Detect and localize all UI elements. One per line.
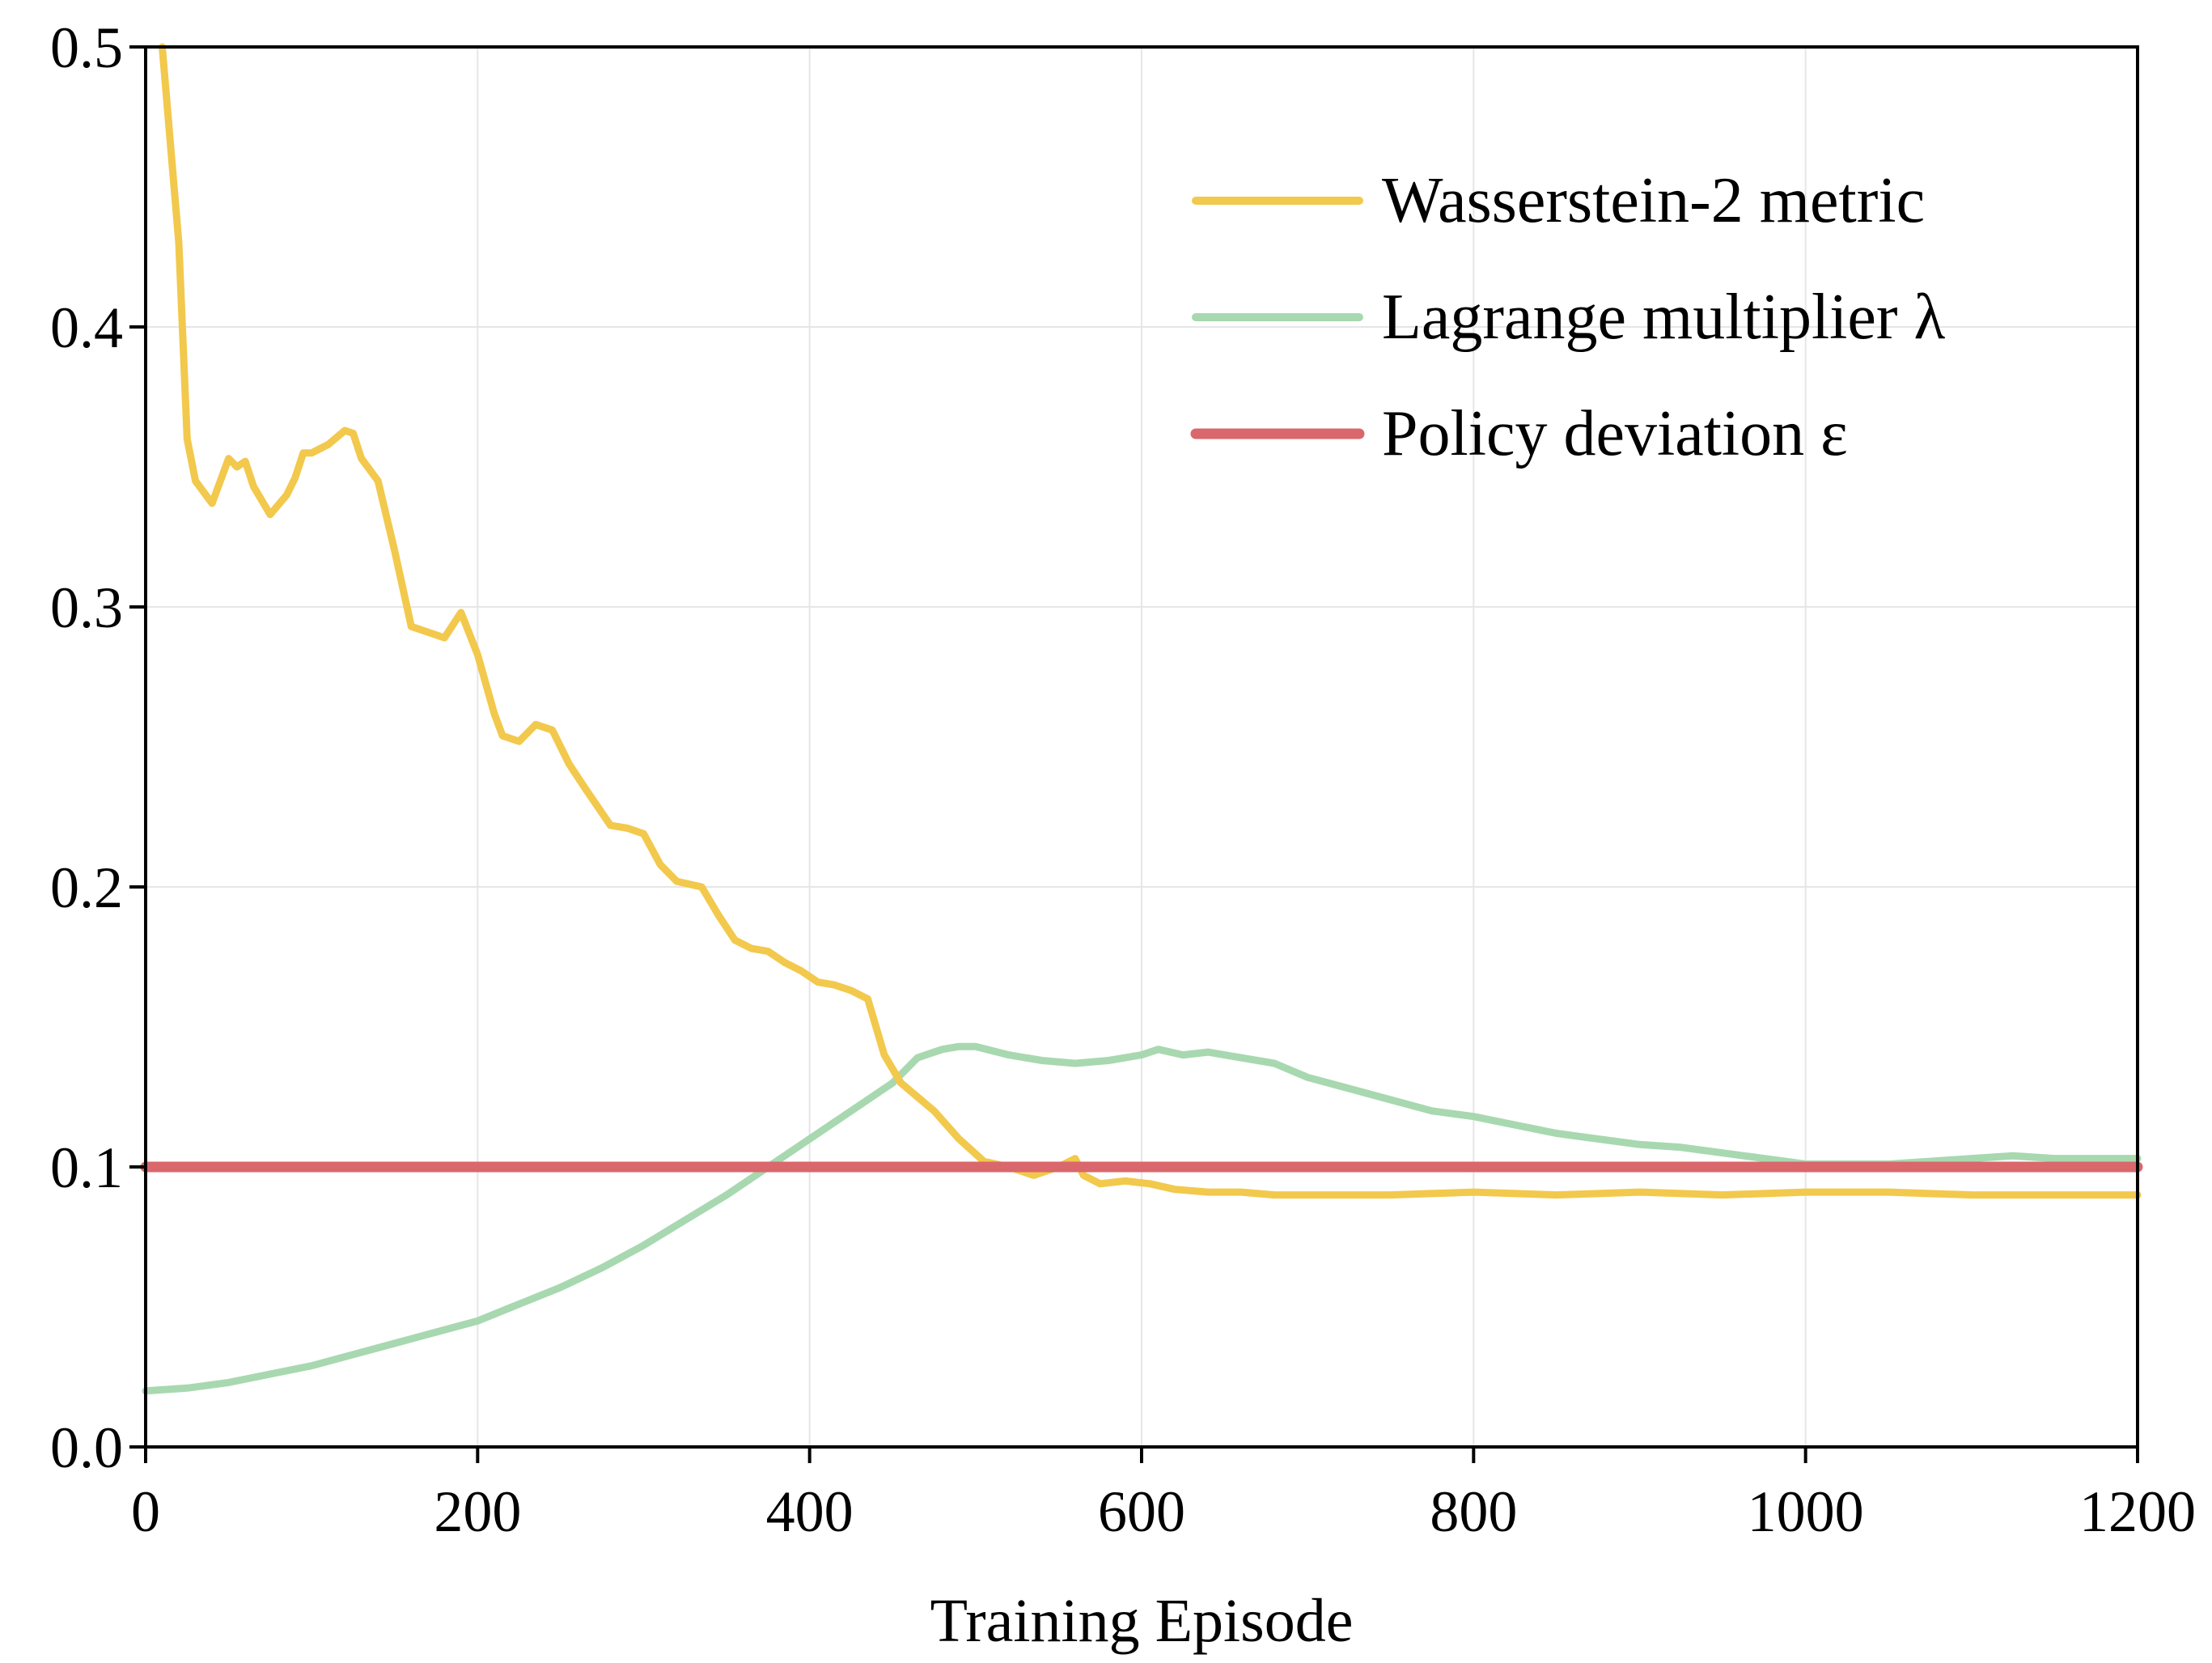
legend-label: Wasserstein-2 metric (1382, 165, 1925, 236)
x-tick-label: 0 (131, 1479, 160, 1544)
legend: Wasserstein-2 metric Lagrange multiplier … (1190, 165, 1946, 469)
axis-ticks (129, 45, 2139, 1463)
y-tick-label: 0.2 (50, 855, 123, 920)
x-tick-label: 200 (434, 1479, 521, 1544)
x-tick-label: 1200 (2079, 1479, 2196, 1544)
y-tick-label: 0.1 (50, 1135, 123, 1200)
series-line-lagrange-multiplier- (142, 1042, 2142, 1395)
x-axis-title: Training Episode (930, 1587, 1354, 1655)
y-tick-label: 0.0 (50, 1415, 123, 1480)
x-tick-label: 1000 (1748, 1479, 1864, 1544)
y-tick-label: 0.4 (50, 295, 123, 360)
x-tick-label: 600 (1098, 1479, 1185, 1544)
series-line-wasserstein-2-metric (159, 43, 2142, 1199)
y-tick-label: 0.5 (50, 15, 123, 80)
y-tick-labels: 0.0 0.1 0.2 0.3 0.4 0.5 (50, 15, 123, 1480)
x-tick-labels: 0 200 400 600 800 1000 1200 (131, 1479, 2196, 1544)
x-tick-label: 800 (1430, 1479, 1517, 1544)
y-tick-label: 0.3 (50, 575, 123, 640)
legend-label: Policy deviation ε (1382, 398, 1848, 469)
x-tick-label: 400 (766, 1479, 854, 1544)
series-layer (140, 43, 2143, 1395)
grid-lines (146, 47, 2138, 1447)
legend-label: Lagrange multiplier λ (1382, 282, 1946, 353)
